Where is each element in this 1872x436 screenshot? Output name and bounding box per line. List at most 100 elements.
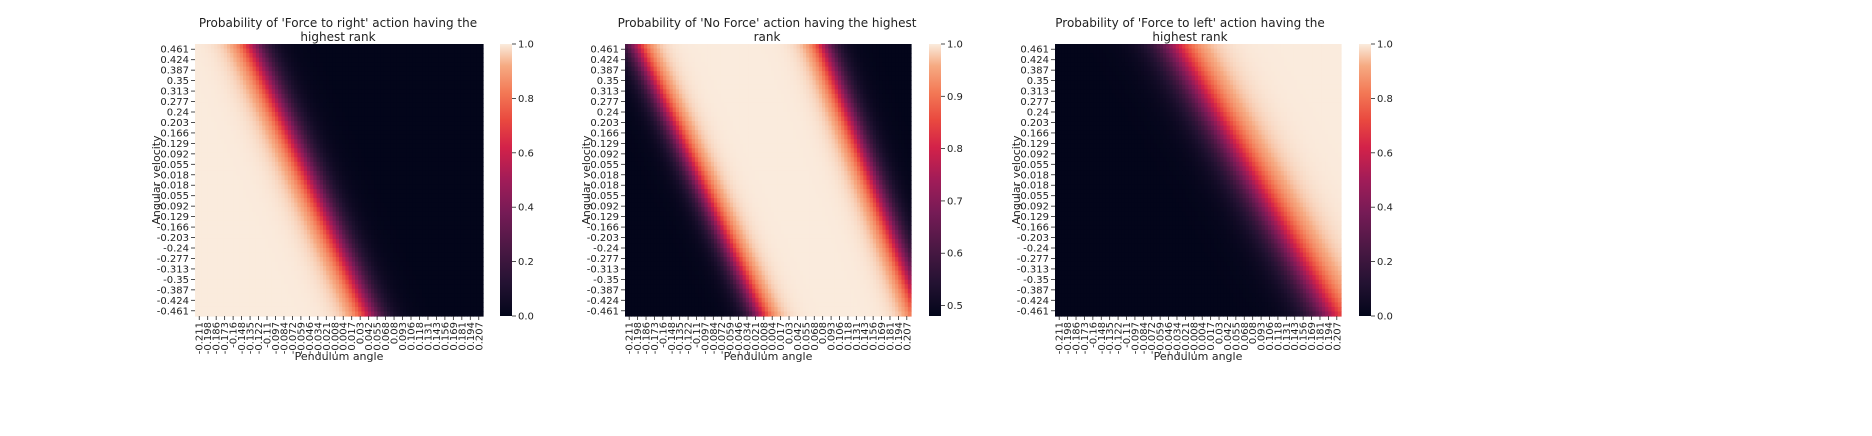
heatmap-cell — [428, 157, 433, 163]
heatmap-cell — [374, 48, 378, 54]
heatmap-cell — [409, 288, 414, 294]
heatmap-cell — [441, 75, 446, 81]
heatmap-cell — [287, 48, 292, 54]
heatmap-cell — [476, 75, 481, 81]
heatmap-cell — [447, 216, 452, 222]
heatmap-cell — [204, 148, 209, 154]
heatmap-cell — [239, 143, 244, 149]
heatmap-cell — [425, 184, 430, 190]
heatmap-cell — [316, 143, 321, 149]
heatmap-cell — [201, 48, 206, 54]
heatmap-cell — [198, 93, 202, 99]
heatmap-cell — [233, 148, 238, 154]
heatmap-cell — [364, 252, 369, 258]
heatmap-cell — [476, 80, 481, 86]
heatmap-cell — [201, 130, 206, 136]
heatmap-cell — [383, 93, 388, 99]
heatmap-cell — [255, 216, 260, 222]
heatmap-cell — [236, 193, 241, 199]
heatmap-cell — [310, 107, 314, 113]
heatmap-cell — [463, 57, 468, 63]
heatmap-cell — [403, 107, 407, 113]
heatmap-cell — [377, 193, 382, 199]
heatmap-cell — [239, 89, 244, 95]
heatmap-cell — [239, 293, 244, 299]
heatmap-cell — [447, 53, 452, 59]
heatmap-cell — [361, 84, 366, 90]
heatmap-cell — [377, 211, 382, 217]
heatmap-cell — [396, 57, 401, 63]
heatmap-cell — [252, 75, 257, 81]
heatmap-cell — [415, 44, 420, 50]
heatmap-cell — [479, 112, 484, 118]
heatmap-cell — [204, 121, 209, 127]
heatmap-cell — [342, 198, 346, 204]
heatmap-cell — [310, 93, 314, 99]
heatmap-cell — [249, 112, 254, 118]
heatmap-cell — [447, 275, 452, 281]
heatmap-cell — [351, 130, 356, 136]
heatmap-cell — [428, 152, 433, 158]
heatmap-cell — [246, 93, 250, 99]
heatmap-cell — [335, 261, 340, 267]
heatmap-cell — [479, 148, 484, 154]
heatmap-cell — [447, 207, 452, 213]
heatmap-cell — [239, 53, 244, 59]
heatmap-cell — [425, 134, 430, 140]
heatmap-cell — [406, 157, 410, 163]
heatmap-cell — [300, 157, 305, 163]
heatmap-cell — [377, 130, 382, 136]
heatmap-cell — [207, 284, 212, 290]
heatmap-cell — [201, 89, 206, 95]
heatmap-cell — [422, 98, 426, 104]
heatmap-cell — [291, 134, 295, 140]
heatmap-cell — [335, 84, 340, 90]
heatmap-cell — [303, 139, 308, 145]
heatmap-cell — [441, 139, 446, 145]
heatmap-cell — [329, 130, 334, 136]
heatmap-cell — [428, 175, 433, 181]
heatmap-cell — [217, 57, 222, 63]
heatmap-cell — [214, 216, 218, 222]
heatmap-cell — [473, 175, 478, 181]
heatmap-cell — [463, 102, 468, 109]
heatmap-cell — [479, 198, 484, 204]
heatmap-cell — [268, 93, 273, 99]
heatmap-cell — [204, 279, 209, 285]
heatmap-cell — [403, 170, 407, 177]
heatmap-cell — [201, 275, 206, 281]
heatmap-cell — [313, 62, 318, 68]
heatmap-cell — [415, 216, 420, 222]
heatmap-cell — [412, 57, 417, 63]
heatmap-cell — [239, 98, 244, 104]
heatmap-cell — [380, 229, 385, 235]
heatmap-cell — [460, 243, 465, 249]
heatmap-cell — [227, 161, 231, 167]
heatmap-cell — [297, 238, 302, 245]
heatmap-cell — [255, 53, 260, 59]
heatmap-cell — [476, 180, 481, 186]
heatmap-cell — [335, 134, 340, 140]
heatmap-cell — [332, 288, 337, 294]
heatmap-cell — [387, 248, 391, 254]
heatmap-cell — [220, 275, 225, 281]
heatmap-cell — [406, 62, 410, 68]
heatmap-cell — [326, 279, 330, 285]
heatmap-cell — [278, 293, 282, 299]
heatmap-cell — [217, 93, 222, 99]
heatmap-cell — [220, 125, 225, 131]
heatmap-cell — [297, 130, 302, 136]
heatmap-cell — [393, 175, 398, 181]
heatmap-cell — [275, 184, 279, 190]
heatmap-cell — [262, 112, 266, 118]
heatmap-cell — [223, 288, 228, 294]
heatmap-cell — [387, 148, 391, 154]
heatmap-cell — [198, 166, 202, 172]
heatmap-cell — [313, 220, 318, 226]
heatmap-cell — [207, 89, 212, 95]
heatmap-cell — [294, 279, 298, 285]
heatmap-cell — [198, 98, 202, 104]
heatmap-cell — [345, 275, 350, 281]
heatmap-cell — [412, 220, 417, 226]
heatmap-cell — [278, 125, 282, 131]
